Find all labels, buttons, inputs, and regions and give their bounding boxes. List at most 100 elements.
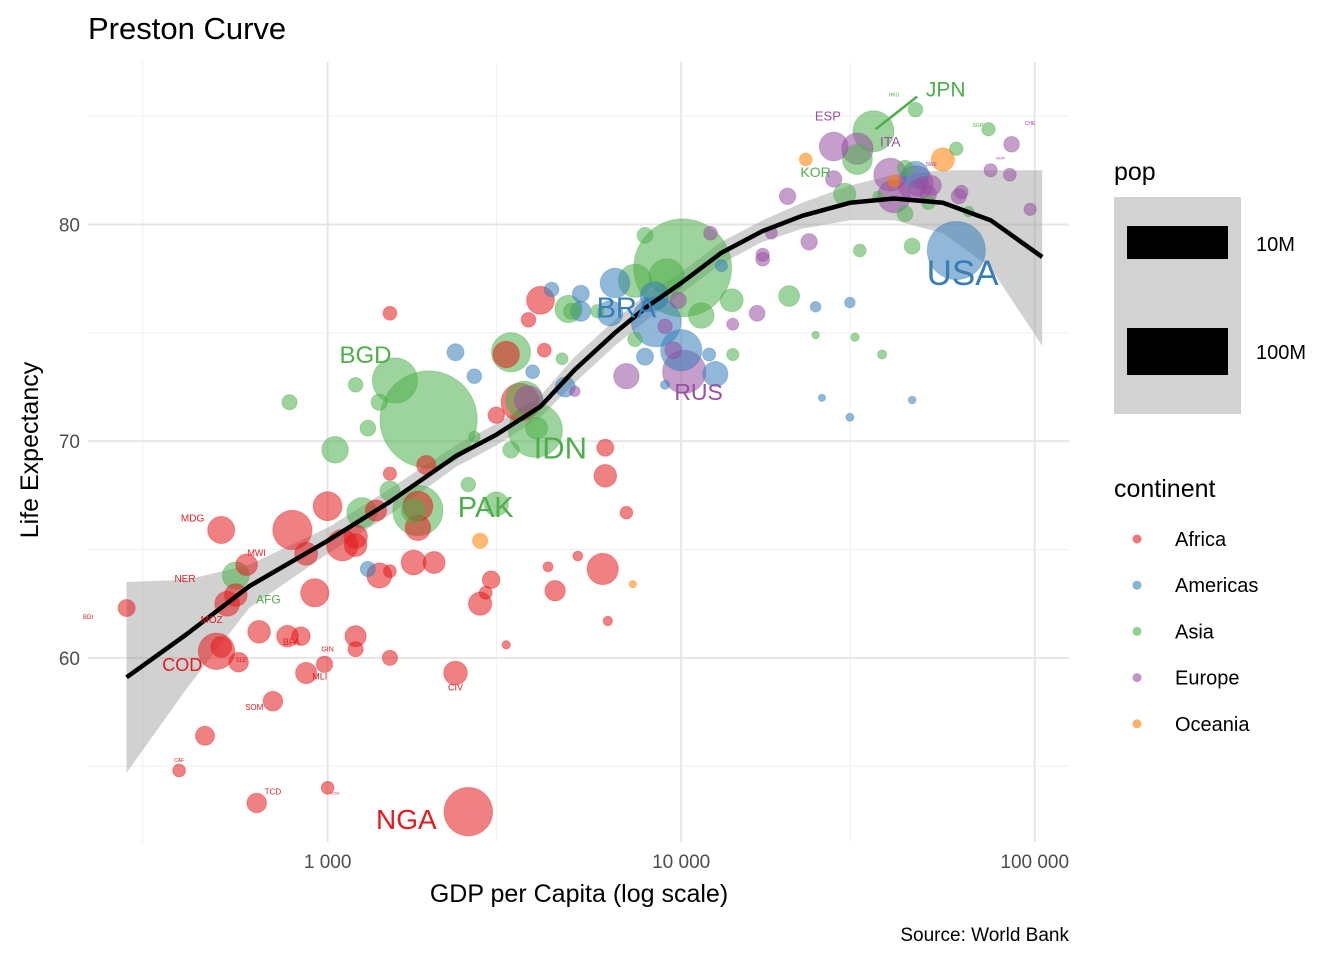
data-point-52 — [483, 491, 509, 517]
data-point-143 — [907, 395, 917, 405]
x-tick-label-2: 100 000 — [1000, 852, 1069, 873]
data-point-90 — [502, 441, 520, 459]
data-point-46 — [400, 549, 427, 576]
data-point-158 — [246, 792, 268, 814]
data-point-164 — [381, 649, 398, 666]
country-label-bra: BRA — [597, 293, 657, 325]
data-point-36 — [492, 340, 520, 369]
data-point-80 — [596, 438, 615, 457]
y-tick-label-0: 60 — [59, 649, 80, 670]
country-label-usa: USA — [927, 254, 1000, 293]
data-point-97 — [748, 304, 766, 322]
data-point-167 — [981, 122, 996, 137]
data-point-161 — [347, 641, 364, 658]
country-label-che: CHE — [1025, 121, 1036, 127]
chart-caption: Source: World Bank — [900, 925, 1069, 946]
data-point-84 — [636, 347, 654, 366]
data-point-165 — [382, 305, 398, 321]
data-point-121 — [954, 184, 969, 200]
country-label-nga: NGA — [376, 804, 437, 835]
country-label-afg: AFG — [256, 593, 281, 607]
data-point-139 — [569, 385, 581, 398]
data-point-58 — [719, 288, 744, 313]
data-point-145 — [817, 393, 827, 402]
chart-title: Preston Curve — [88, 11, 286, 46]
data-point-146 — [659, 379, 671, 390]
country-label-mdg: MDG — [181, 513, 205, 524]
data-point-129 — [852, 243, 867, 258]
data-point-149 — [1023, 202, 1037, 217]
data-points — [117, 101, 1037, 837]
size-legend-key-10m — [1127, 226, 1228, 259]
data-point-60 — [235, 553, 258, 577]
data-point-76 — [195, 725, 215, 746]
data-point-6 — [443, 787, 493, 837]
data-point-133 — [555, 352, 569, 366]
data-point-56 — [593, 464, 618, 488]
data-point-64 — [295, 661, 318, 685]
data-point-159 — [320, 780, 335, 795]
color-legend-title: continent — [1114, 475, 1216, 503]
data-point-94 — [563, 302, 581, 320]
country-label-hkg: HKG — [889, 93, 900, 99]
data-point-137 — [798, 152, 813, 167]
color-legend-label-americas: Americas — [1175, 575, 1258, 597]
color-legend-entries: Africa Americas Asia Europe Oceania — [1132, 529, 1258, 736]
data-point-74 — [228, 651, 249, 673]
country-label-gin: GIN — [321, 646, 333, 653]
x-tick-label-0: 1 000 — [304, 852, 352, 873]
country-label-som: SOM — [245, 703, 264, 712]
data-point-102 — [627, 331, 643, 348]
size-legend-label-10m: 10M — [1256, 234, 1295, 256]
data-point-95 — [669, 291, 687, 309]
data-point-98 — [636, 226, 654, 244]
x-axis-title: GDP per Capita (log scale) — [430, 880, 728, 908]
color-legend-label-asia: Asia — [1175, 621, 1215, 643]
data-point-88 — [800, 233, 818, 251]
x-tick-label-1: 10 000 — [652, 852, 710, 873]
data-point-89 — [825, 170, 843, 188]
size-legend-label-100m: 100M — [1256, 342, 1306, 364]
data-point-28 — [312, 491, 343, 522]
data-point-134 — [715, 259, 728, 273]
axis-tick-labels: 1 000 10 000 100 000 60 70 80 — [59, 216, 1069, 874]
data-point-116 — [949, 141, 964, 156]
data-point-75 — [262, 690, 284, 712]
data-point-136 — [572, 550, 584, 562]
data-point-111 — [359, 560, 376, 578]
data-point-68 — [778, 285, 800, 307]
color-legend-key-asia — [1132, 626, 1142, 636]
y-tick-label-2: 80 — [59, 216, 80, 237]
data-point-120 — [755, 247, 770, 262]
data-point-33 — [300, 578, 330, 608]
country-label-nor: NOR — [996, 156, 1005, 161]
data-point-96 — [896, 159, 914, 177]
data-point-128 — [1002, 167, 1017, 182]
y-tick-label-1: 70 — [59, 432, 80, 453]
color-legend-key-europe — [1132, 673, 1142, 683]
jpn-leader-line — [874, 95, 918, 131]
data-point-155 — [877, 349, 888, 360]
data-point-106 — [907, 101, 924, 118]
data-point-86 — [446, 343, 465, 362]
data-point-125 — [478, 585, 493, 600]
data-point-27 — [599, 267, 631, 299]
country-label-bdi: BDI — [83, 615, 93, 621]
data-point-123 — [983, 163, 998, 178]
data-point-127 — [887, 174, 901, 188]
data-point-156 — [811, 330, 820, 340]
country-label-mwi: MWI — [247, 548, 266, 558]
data-point-103 — [520, 312, 537, 328]
country-label-pak: PAK — [458, 492, 515, 524]
data-point-107 — [1003, 136, 1020, 153]
data-point-135 — [542, 561, 554, 573]
country-labels: USA BRA IDN PAK BGD RUS NGA JPN KOR ESP ITA COD AFG M… — [83, 79, 1036, 835]
country-label-bgd: BGD — [339, 342, 391, 369]
data-point-70 — [210, 636, 233, 658]
color-legend-key-americas — [1132, 580, 1142, 590]
data-point-109 — [460, 476, 477, 493]
data-point-7 — [371, 357, 418, 404]
color-legend-label-oceania: Oceania — [1175, 714, 1250, 736]
data-point-140 — [602, 615, 613, 627]
